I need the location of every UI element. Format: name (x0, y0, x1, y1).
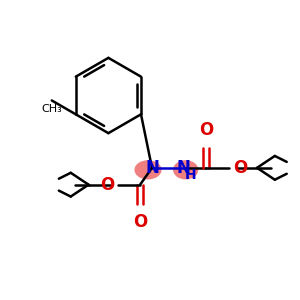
Ellipse shape (174, 161, 198, 179)
Text: N: N (177, 159, 190, 177)
Text: O: O (133, 213, 147, 231)
Text: H: H (185, 168, 197, 182)
Text: CH₃: CH₃ (41, 104, 62, 114)
Text: O: O (233, 159, 247, 177)
Text: N: N (145, 159, 159, 177)
Ellipse shape (135, 161, 161, 179)
Text: O: O (199, 121, 214, 139)
Text: O: O (100, 176, 114, 194)
